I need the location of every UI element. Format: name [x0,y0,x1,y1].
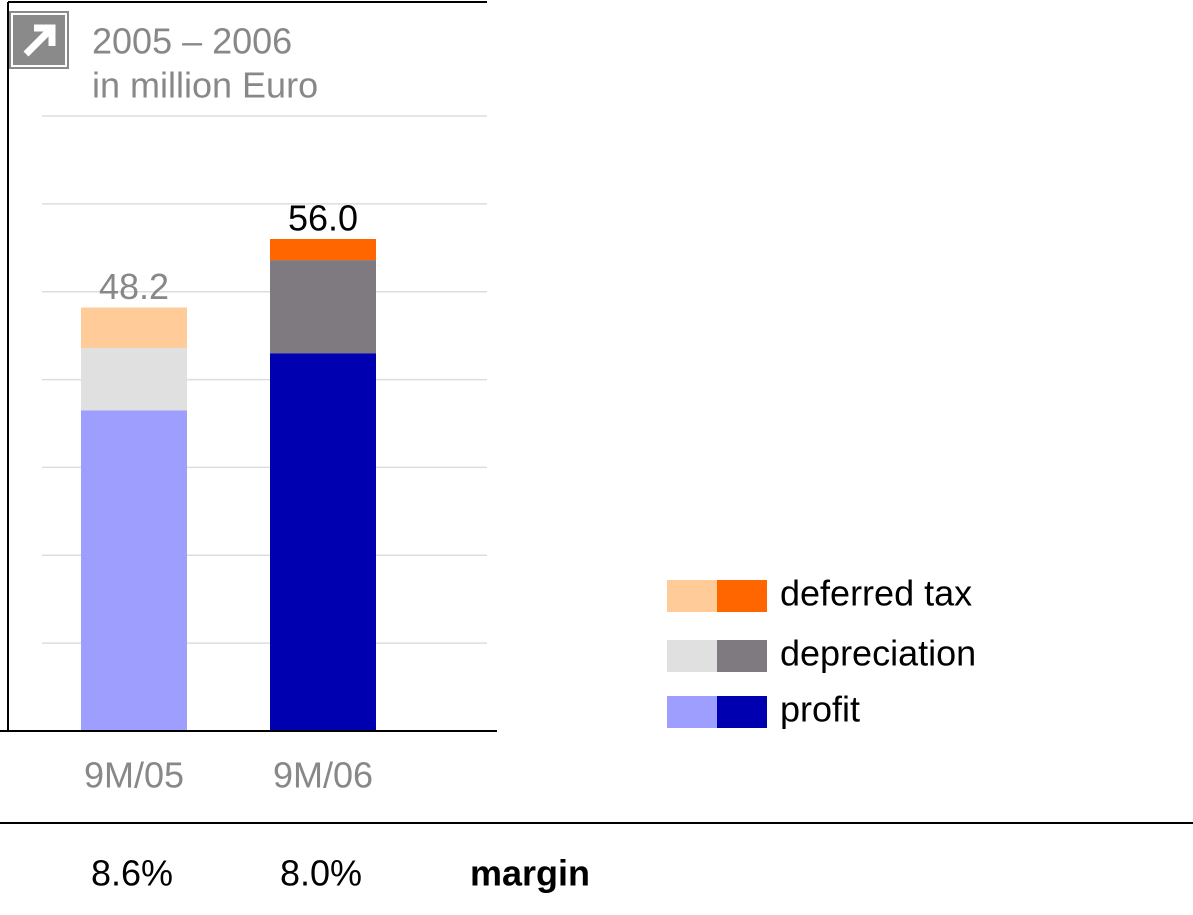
legend-swatch [667,696,717,728]
margin-value: 8.0% [280,853,362,894]
legend-label: deferred tax [780,573,972,614]
total-label: 48.2 [99,266,169,307]
legend-swatch [717,696,767,728]
bar-segment [270,353,376,731]
legend-label: profit [780,689,860,730]
bar-segment [270,260,376,354]
legend-swatch [717,640,767,672]
legend-swatch [667,580,717,612]
margin-value: 8.6% [91,853,173,894]
legend-swatch [717,580,767,612]
x-tick-label: 9M/06 [273,755,373,796]
margin-label: margin [470,853,590,894]
chart-subtitle: in million Euro [92,65,318,106]
icon [7,9,71,71]
legend-label: depreciation [780,633,976,674]
bar-segment [81,307,187,348]
total-label: 56.0 [288,198,358,239]
x-tick-label: 9M/05 [84,755,184,796]
bar-segment [81,347,187,411]
bar-segment [270,239,376,261]
bar-segment [81,410,187,731]
chart-title: 2005 – 2006 [92,21,292,62]
legend-swatch [667,640,717,672]
